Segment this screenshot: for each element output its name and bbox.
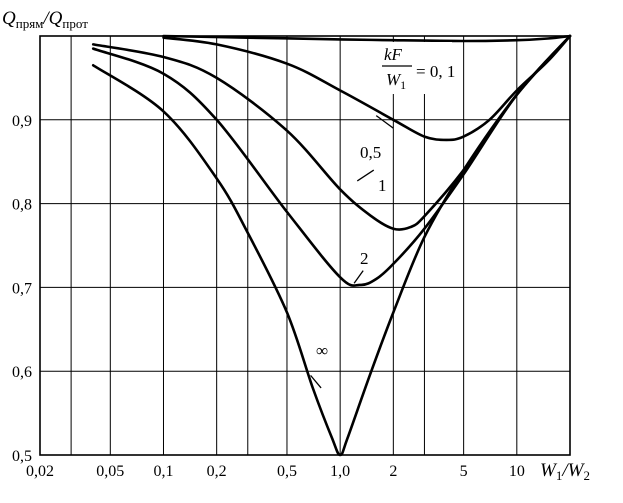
curves (91, 34, 572, 457)
parameter-numerator: kF (384, 45, 403, 64)
parameter-denominator: W1 (386, 70, 406, 92)
x-tick-label: 0,5 (277, 463, 297, 480)
y-tick-label: 0,9 (12, 113, 32, 130)
x-tick-label: 0,1 (153, 463, 173, 480)
curve-label-leader (375, 115, 394, 129)
x-tick-label: 0,05 (96, 463, 124, 480)
x-tick-label: 5 (460, 463, 468, 480)
x-tick-labels: 0,02 0,05 0,1 0,2 0,5 1,0 2 5 10 (26, 463, 525, 480)
y-tick-label: 0,5 (12, 448, 32, 465)
parameter-label: kF W1 = 0, 1 (378, 42, 455, 94)
curve-kf-0-5 (162, 34, 572, 142)
y-axis-title: Qпрям/Qпрот (2, 8, 88, 31)
curve-label-leader (353, 270, 364, 284)
label-leaders (310, 115, 394, 389)
grid (40, 36, 570, 455)
x-tick-label: 10 (509, 463, 525, 480)
x-axis-title: W1/W2 (540, 460, 590, 483)
curve-kf-0-1 (162, 34, 572, 43)
y-tick-labels: 0,9 0,8 0,7 0,6 0,5 (12, 113, 32, 465)
parameter-value: = 0, 1 (416, 62, 455, 81)
x-tick-label: 0,02 (26, 463, 54, 480)
curve-label-leader (310, 374, 322, 389)
plot-frame (39, 35, 571, 456)
curve-label-infinity: ∞ (316, 341, 328, 360)
x-tick-label: 0,2 (207, 463, 227, 480)
x-tick-label: 2 (389, 463, 397, 480)
y-tick-label: 0,8 (12, 197, 32, 214)
curve-kf-2 (91, 34, 572, 287)
curve-label-0-5: 0,5 (360, 143, 381, 162)
curve-label-leader (356, 169, 375, 182)
curve-kf-1 (91, 34, 572, 231)
curve-kf-infinity (91, 34, 572, 457)
x-tick-label: 1,0 (330, 463, 350, 480)
curve-label-1: 1 (378, 176, 387, 195)
curve-label-2: 2 (360, 249, 369, 268)
y-tick-label: 0,6 (12, 364, 32, 381)
y-tick-label: 0,7 (12, 280, 32, 297)
